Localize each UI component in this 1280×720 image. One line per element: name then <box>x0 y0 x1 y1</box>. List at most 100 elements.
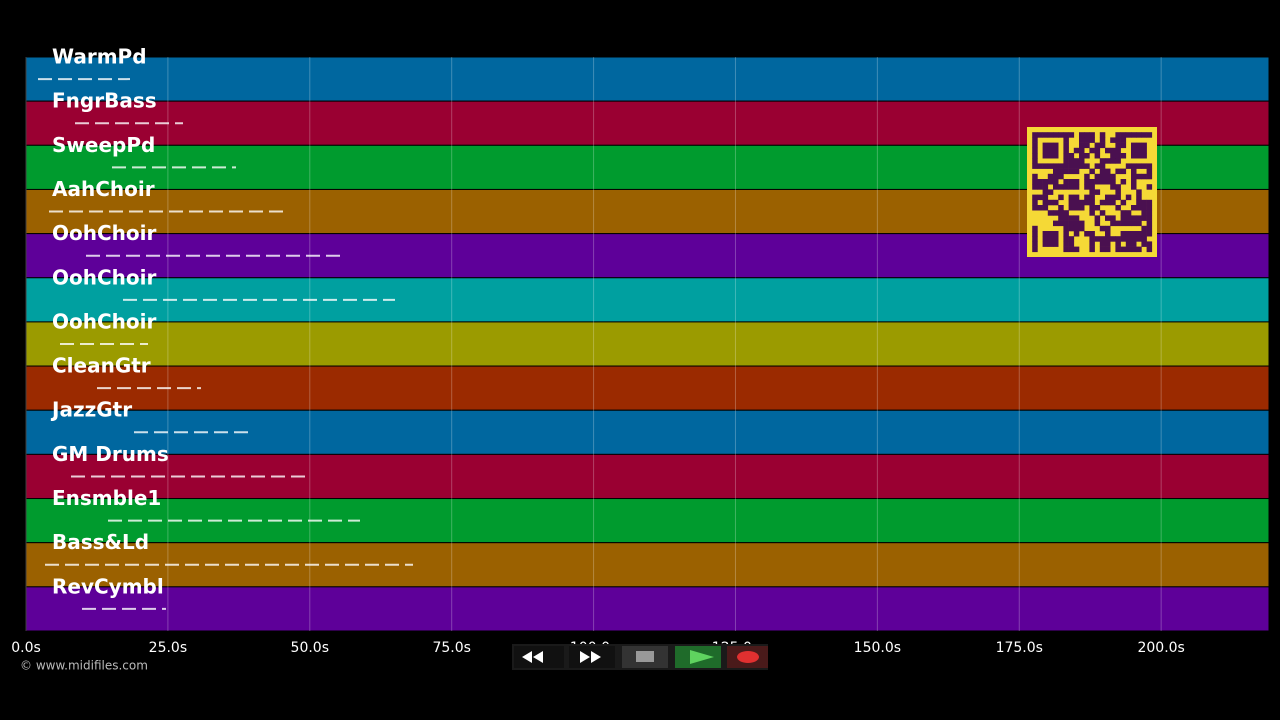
qr-cell <box>1053 236 1059 242</box>
qr-cell <box>1115 189 1121 195</box>
qr-cell <box>1136 163 1142 169</box>
qr-cell <box>1084 173 1090 180</box>
qr-cell <box>1063 236 1069 242</box>
qr-cell <box>1084 184 1090 190</box>
qr-cell <box>1105 173 1111 180</box>
track-name: OohChoir <box>52 221 156 245</box>
qr-cell <box>1063 246 1069 253</box>
qr-cell <box>1042 199 1049 206</box>
qr-cell <box>1120 246 1127 253</box>
qr-cell <box>1136 199 1142 206</box>
qr-cell <box>1032 236 1038 242</box>
qr-cell <box>1089 241 1095 247</box>
qr-cell <box>1089 189 1095 195</box>
qr-cell <box>1115 158 1121 164</box>
qr-cell <box>1068 184 1075 190</box>
qr-cell <box>1079 147 1085 154</box>
qr-cell <box>1141 205 1147 211</box>
qr-cell <box>1058 220 1064 227</box>
tick-label: 0.0s <box>11 640 41 656</box>
qr-cell <box>1136 173 1142 180</box>
qr-cell <box>1032 184 1038 190</box>
qr-cell <box>1125 132 1132 138</box>
qr-cell <box>1047 142 1054 149</box>
qr-cell <box>1120 236 1127 242</box>
qr-cell <box>1063 142 1069 149</box>
qr-cell <box>1131 236 1137 242</box>
qr-cell <box>1141 163 1147 169</box>
qr-cell <box>1110 153 1116 159</box>
qr-cell <box>1068 220 1075 227</box>
qr-cell <box>1079 205 1085 211</box>
qr-cell <box>1131 205 1137 211</box>
qr-cell <box>1146 168 1153 175</box>
qr-cell <box>1099 246 1106 253</box>
qr-cell <box>1141 236 1147 242</box>
qr-cell <box>1089 168 1095 175</box>
qr-cell <box>1099 173 1106 180</box>
qr-cell <box>1110 137 1116 143</box>
qr-cell <box>1063 163 1069 169</box>
qr-cell <box>1115 147 1121 154</box>
qr-cell <box>1110 158 1116 164</box>
qr-cell <box>1099 163 1106 169</box>
forward-button[interactable] <box>569 646 615 668</box>
qr-cell <box>1099 137 1106 143</box>
qr-cell <box>1125 163 1132 169</box>
qr-cell <box>1047 199 1054 206</box>
qr-cell <box>1063 158 1069 164</box>
qr-cell <box>1146 246 1153 253</box>
qr-cell <box>1120 142 1127 149</box>
qr-cell <box>1110 179 1116 185</box>
qr-cell <box>1032 173 1038 180</box>
qr-cell <box>1094 215 1101 221</box>
qr-cell <box>1079 199 1085 206</box>
tick-label: 175.0s <box>996 640 1043 656</box>
qr-cell <box>1032 179 1038 185</box>
rewind-button[interactable] <box>514 646 564 668</box>
track-lane <box>25 365 1270 411</box>
qr-cell <box>1063 215 1069 221</box>
qr-cell <box>1084 163 1090 169</box>
track-name: SweepPd <box>52 133 155 157</box>
qr-cell <box>1110 236 1116 242</box>
qr-cell <box>1053 220 1059 227</box>
play-button[interactable] <box>675 646 721 668</box>
track-names: WarmPd FngrBass SweepPd AahChoir OohChoir Ooh… <box>50 45 169 599</box>
qr-cell <box>1115 137 1121 143</box>
qr-cell <box>1073 184 1080 190</box>
tick-label: 25.0s <box>149 640 187 656</box>
qr-cell <box>1073 147 1080 154</box>
qr-cell <box>1073 246 1080 253</box>
qr-cell <box>1032 142 1038 149</box>
qr-cell <box>1068 225 1075 232</box>
qr-cell <box>1063 147 1069 154</box>
qr-cell <box>1063 220 1069 227</box>
qr-cell <box>1068 194 1075 201</box>
qr-cell <box>1094 173 1101 180</box>
qr-cell <box>1073 194 1080 201</box>
qr-cell <box>1089 231 1095 237</box>
qr-cell <box>1053 147 1059 154</box>
qr-cell <box>1032 132 1038 138</box>
qr-cell <box>1105 241 1111 247</box>
qr-cell <box>1141 225 1147 232</box>
track-lane <box>25 56 1270 102</box>
qr-cell <box>1110 184 1116 190</box>
qr-cell <box>1032 246 1038 253</box>
qr-cell <box>1058 184 1064 190</box>
qr-cell <box>1053 132 1059 138</box>
qr-cell <box>1042 147 1049 154</box>
qr-cell <box>1063 153 1069 159</box>
qr-cell <box>1105 231 1111 237</box>
qr-cell <box>1032 225 1038 232</box>
record-button[interactable] <box>727 646 768 668</box>
qr-cell <box>1068 179 1075 185</box>
stop-button[interactable] <box>622 646 668 668</box>
qr-cell <box>1042 142 1049 149</box>
qr-cell <box>1110 199 1116 206</box>
qr-cell <box>1047 189 1054 195</box>
icon <box>522 651 543 663</box>
qr-cell <box>1053 179 1059 185</box>
qr-cell <box>1136 205 1142 211</box>
